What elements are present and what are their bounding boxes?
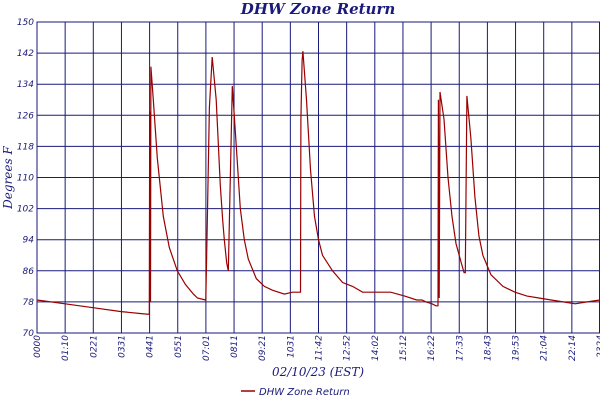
y-tick-label: 70 <box>23 329 35 339</box>
legend-label: DHW Zone Return <box>259 387 350 398</box>
y-tick-label: 94 <box>23 236 35 246</box>
x-tick-label: 01:10 <box>61 335 71 361</box>
y-axis-ticks: 70 78 86 94 102 110 118 126 134 142 150 <box>17 18 34 339</box>
x-tick-label: 22:14 <box>568 335 578 361</box>
grid-lines <box>36 21 600 334</box>
x-tick-label: 19:53 <box>512 335 522 361</box>
x-tick-label: 1031 <box>286 335 296 358</box>
x-tick-label: 0551 <box>174 335 184 358</box>
chart-title: DHW Zone Return <box>240 0 396 18</box>
y-axis-label: Degrees F <box>1 146 15 210</box>
x-tick-label: 14:02 <box>371 335 381 361</box>
x-tick-label: 0441 <box>146 335 156 358</box>
x-tick-label: 0331 <box>117 335 127 358</box>
x-tick-label: 2324 <box>596 335 600 358</box>
x-tick-label: 0811 <box>230 335 240 358</box>
x-tick-label: 15:12 <box>399 335 409 361</box>
x-tick-label: 17:33 <box>455 335 465 361</box>
legend: DHW Zone Return <box>241 387 350 398</box>
y-tick-label: 86 <box>23 267 35 277</box>
x-tick-label: 21:04 <box>540 335 550 361</box>
y-tick-label: 134 <box>17 80 34 90</box>
x-tick-label: 16:22 <box>427 335 437 361</box>
x-tick-label: 09:21 <box>258 335 268 361</box>
y-tick-label: 126 <box>17 111 34 121</box>
y-tick-label: 150 <box>17 18 34 28</box>
x-tick-label: 0000 <box>33 335 43 358</box>
x-tick-label: 11:42 <box>315 335 325 361</box>
y-tick-label: 142 <box>17 49 34 59</box>
x-tick-label: 12:52 <box>343 335 353 361</box>
y-tick-label: 110 <box>17 174 34 184</box>
x-tick-label: 0221 <box>89 335 99 358</box>
y-tick-label: 78 <box>23 298 35 308</box>
x-tick-label: 07:01 <box>202 335 212 361</box>
series-line-dhw-zone-return <box>36 51 600 315</box>
x-tick-label: 18:43 <box>483 335 493 361</box>
x-axis-ticks: 0000 01:10 0221 0331 0441 0551 07:01 0811 09:21 1… <box>33 335 600 361</box>
y-tick-label: 102 <box>17 205 34 215</box>
x-axis-label: 02/10/23 (EST) <box>272 365 364 379</box>
y-tick-label: 118 <box>17 142 34 152</box>
